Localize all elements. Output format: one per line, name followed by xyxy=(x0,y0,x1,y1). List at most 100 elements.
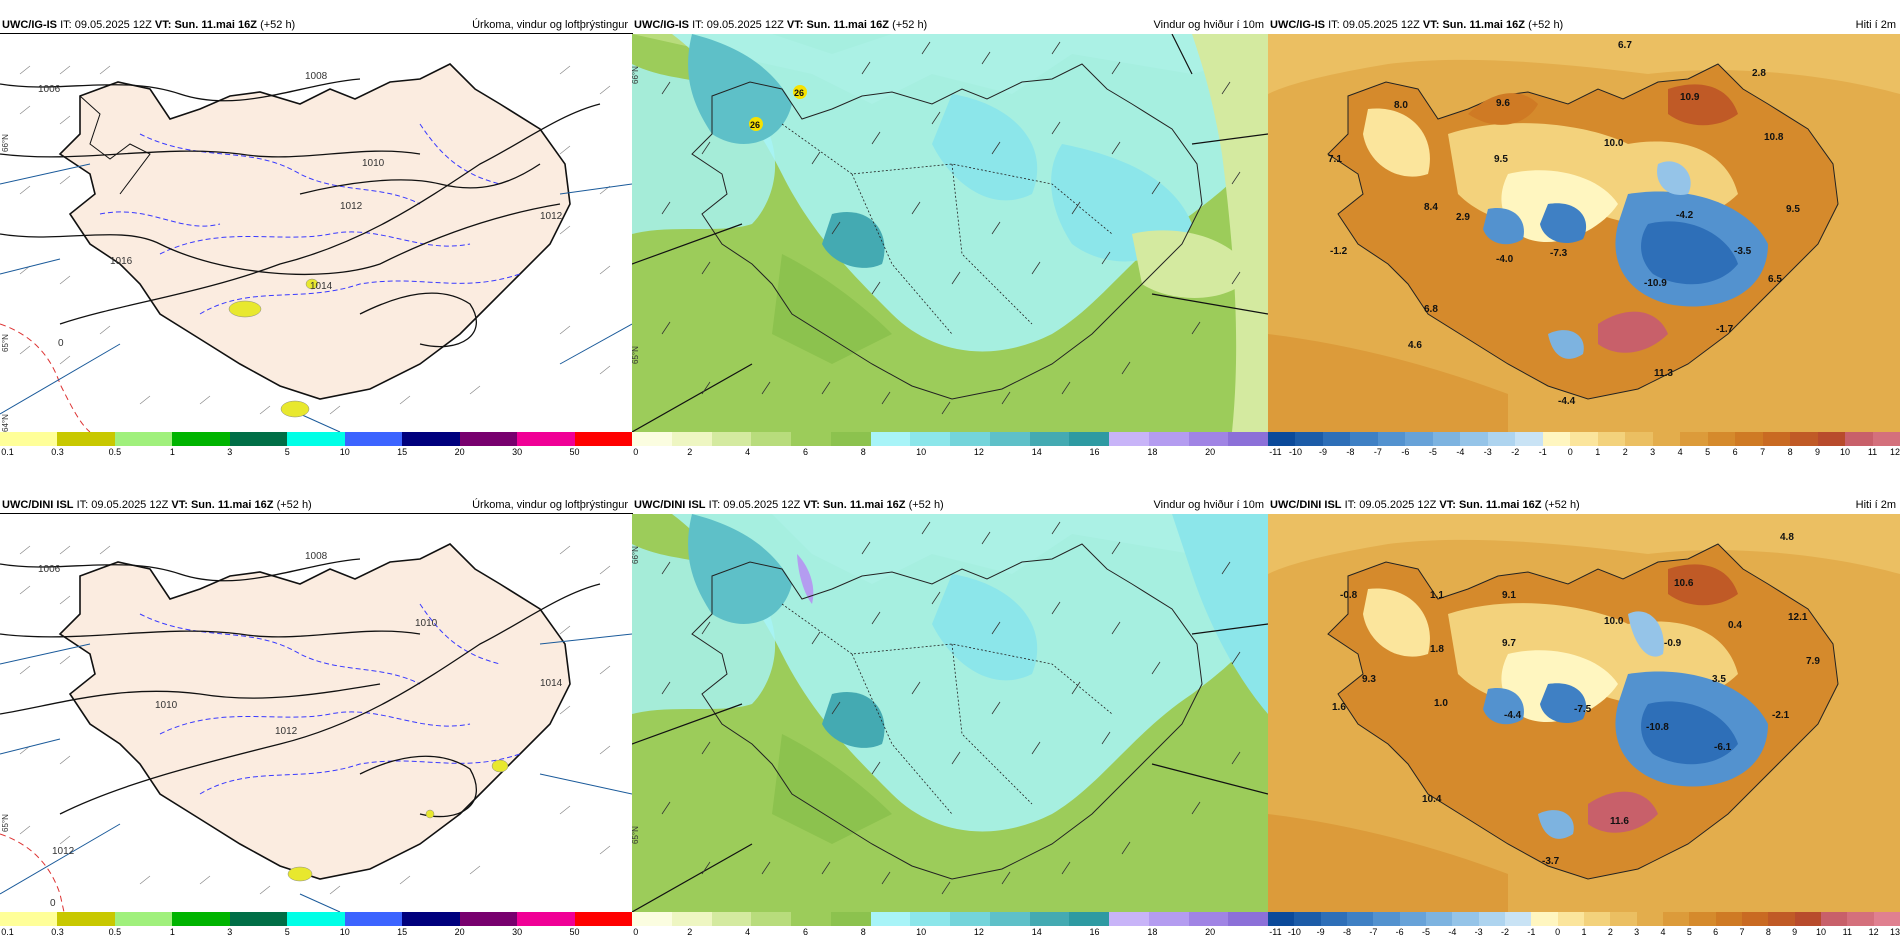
colorbar-tick-label: -3 xyxy=(1474,927,1483,937)
colorbar-tick-label: 8 xyxy=(1765,927,1771,937)
lat-label: 66°N xyxy=(632,546,640,564)
temp-value: -4.2 xyxy=(1676,210,1694,221)
temp-value: 1.1 xyxy=(1430,590,1444,601)
lat-label: 65°N xyxy=(632,346,640,364)
colorbar-tick-label: 8 xyxy=(1787,447,1793,457)
colorbar-swatch xyxy=(1872,432,1900,446)
colorbar-tick-label: 50 xyxy=(569,927,580,937)
precip-colorbar-labels: 0.1 0.3 0.5 1 3 5 10 15 20 30 50 xyxy=(0,927,632,939)
colorbar-tick-label: 5 xyxy=(284,447,290,457)
temp-value: -6.1 xyxy=(1714,742,1732,753)
colorbar-tick-label: 12 xyxy=(973,927,984,937)
lead-time: (+52 h) xyxy=(892,19,928,31)
temp-value: 4.8 xyxy=(1780,532,1794,543)
colorbar-swatch xyxy=(1820,912,1848,926)
colorbar-tick-label: 8 xyxy=(860,447,866,457)
temp-value: 9.5 xyxy=(1786,204,1800,215)
colorbar-tick-label: 3 xyxy=(227,927,233,937)
valid-time: Sun. 11.mai 16Z xyxy=(174,19,257,31)
isobar-label: 1012 xyxy=(540,211,563,222)
wind-panel-row2: UWC/DINI ISL IT: 09.05.2025 12Z VT: Sun.… xyxy=(632,496,1268,942)
isobar-label: 1010 xyxy=(362,158,385,169)
colorbar-swatch xyxy=(229,912,288,926)
colorbar-tick-label: 0 xyxy=(1567,447,1573,457)
temp-value: 11.3 xyxy=(1654,368,1673,379)
gust-value: 26 xyxy=(794,88,804,98)
colorbar-tick-label: -9 xyxy=(1316,927,1325,937)
lat-label: 65°N xyxy=(632,826,640,844)
colorbar-swatch xyxy=(1652,432,1681,446)
colorbar-swatch xyxy=(1109,432,1149,446)
isobar-label: 0 xyxy=(58,338,64,349)
colorbar-swatch xyxy=(870,432,911,446)
colorbar-swatch xyxy=(1377,432,1406,446)
colorbar-swatch xyxy=(1478,912,1505,926)
temp-map: 6.7 2.8 10.9 8.0 9.6 10.8 7.1 9.5 10.0 8… xyxy=(1268,34,1900,432)
lat-label: 65°N xyxy=(1,814,10,832)
colorbar-tick-label: 18 xyxy=(1147,927,1158,937)
precip-colorbar xyxy=(0,912,632,926)
colorbar-tick-label: 0.1 xyxy=(1,927,14,937)
colorbar-swatch xyxy=(287,912,345,926)
colorbar-tick-label: 16 xyxy=(1089,927,1100,937)
colorbar-tick-label: -6 xyxy=(1401,447,1410,457)
colorbar-tick-label: 3 xyxy=(1650,447,1656,457)
colorbar-swatch xyxy=(1794,912,1821,926)
colorbar-tick-label: -7 xyxy=(1369,927,1378,937)
colorbar-swatch xyxy=(1583,912,1611,926)
colorbar-swatch xyxy=(632,912,672,926)
colorbar-swatch xyxy=(574,432,632,446)
colorbar-tick-label: 5 xyxy=(1705,447,1711,457)
colorbar-tick-label: 6 xyxy=(1713,927,1719,937)
colorbar-tick-label: 4 xyxy=(1677,447,1683,457)
colorbar-swatch xyxy=(344,432,403,446)
isobar-label: 1010 xyxy=(415,618,438,629)
lead-time: (+52 h) xyxy=(260,19,296,31)
colorbar-swatch xyxy=(517,912,575,926)
temp-value: 6.5 xyxy=(1768,274,1782,285)
colorbar-swatch xyxy=(402,912,460,926)
colorbar-tick-label: 10 xyxy=(916,447,927,457)
colorbar-swatch xyxy=(1373,912,1400,926)
colorbar-swatch xyxy=(1625,432,1653,446)
precip-map: 1006 1008 1010 1010 1012 1012 1014 0 65°… xyxy=(0,513,633,913)
iceland-land xyxy=(58,63,571,400)
colorbar-swatch xyxy=(751,432,791,446)
colorbar-swatch xyxy=(950,912,990,926)
colorbar-swatch xyxy=(1735,432,1763,446)
colorbar-swatch xyxy=(287,432,345,446)
colorbar-swatch xyxy=(830,912,871,926)
colorbar-swatch xyxy=(172,912,230,926)
temp-value: -1.2 xyxy=(1330,246,1348,257)
colorbar-tick-label: -6 xyxy=(1395,927,1404,937)
precip-panel-row1: UWC/IG-IS IT: 09.05.2025 12Z VT: Sun. 11… xyxy=(0,16,633,462)
colorbar-tick-label: 1 xyxy=(169,927,175,937)
colorbar-swatch xyxy=(1768,912,1795,926)
panel-header: UWC/IG-IS IT: 09.05.2025 12Z VT: Sun. 11… xyxy=(1268,16,1900,34)
colorbar-swatch xyxy=(1148,912,1189,926)
colorbar-tick-label: 16 xyxy=(1089,447,1100,457)
temp-value: 9.6 xyxy=(1496,98,1510,109)
colorbar-swatch xyxy=(910,432,950,446)
colorbar-swatch xyxy=(1741,912,1769,926)
colorbar-swatch xyxy=(671,432,712,446)
colorbar-swatch xyxy=(1460,432,1488,446)
colorbar-tick-label: 4 xyxy=(1660,927,1666,937)
valid-time: Sun. 11.mai 16Z xyxy=(822,499,906,511)
colorbar-tick-label: 30 xyxy=(512,447,523,457)
temp-value: -7.5 xyxy=(1574,704,1592,715)
colorbar-tick-label: 0 xyxy=(1555,927,1561,937)
colorbar-tick-label: 8 xyxy=(860,927,866,937)
colorbar-swatch xyxy=(1557,912,1584,926)
temp-value: -10.9 xyxy=(1644,278,1667,289)
valid-time: Sun. 11.mai 16Z xyxy=(1458,499,1542,511)
colorbar-swatch xyxy=(1790,432,1818,446)
wind-map: 26 26 66°N 65°N xyxy=(632,34,1268,432)
temp-value: 7.9 xyxy=(1806,656,1820,667)
colorbar-swatch xyxy=(1689,912,1716,926)
temp-panel-row2: UWC/DINI ISL IT: 09.05.2025 12Z VT: Sun.… xyxy=(1268,496,1900,942)
model-name: UWC/IG-IS xyxy=(2,19,57,31)
temp-colorbar xyxy=(1268,432,1900,446)
colorbar-swatch xyxy=(1069,432,1109,446)
colorbar-tick-label: 10 xyxy=(339,927,350,937)
